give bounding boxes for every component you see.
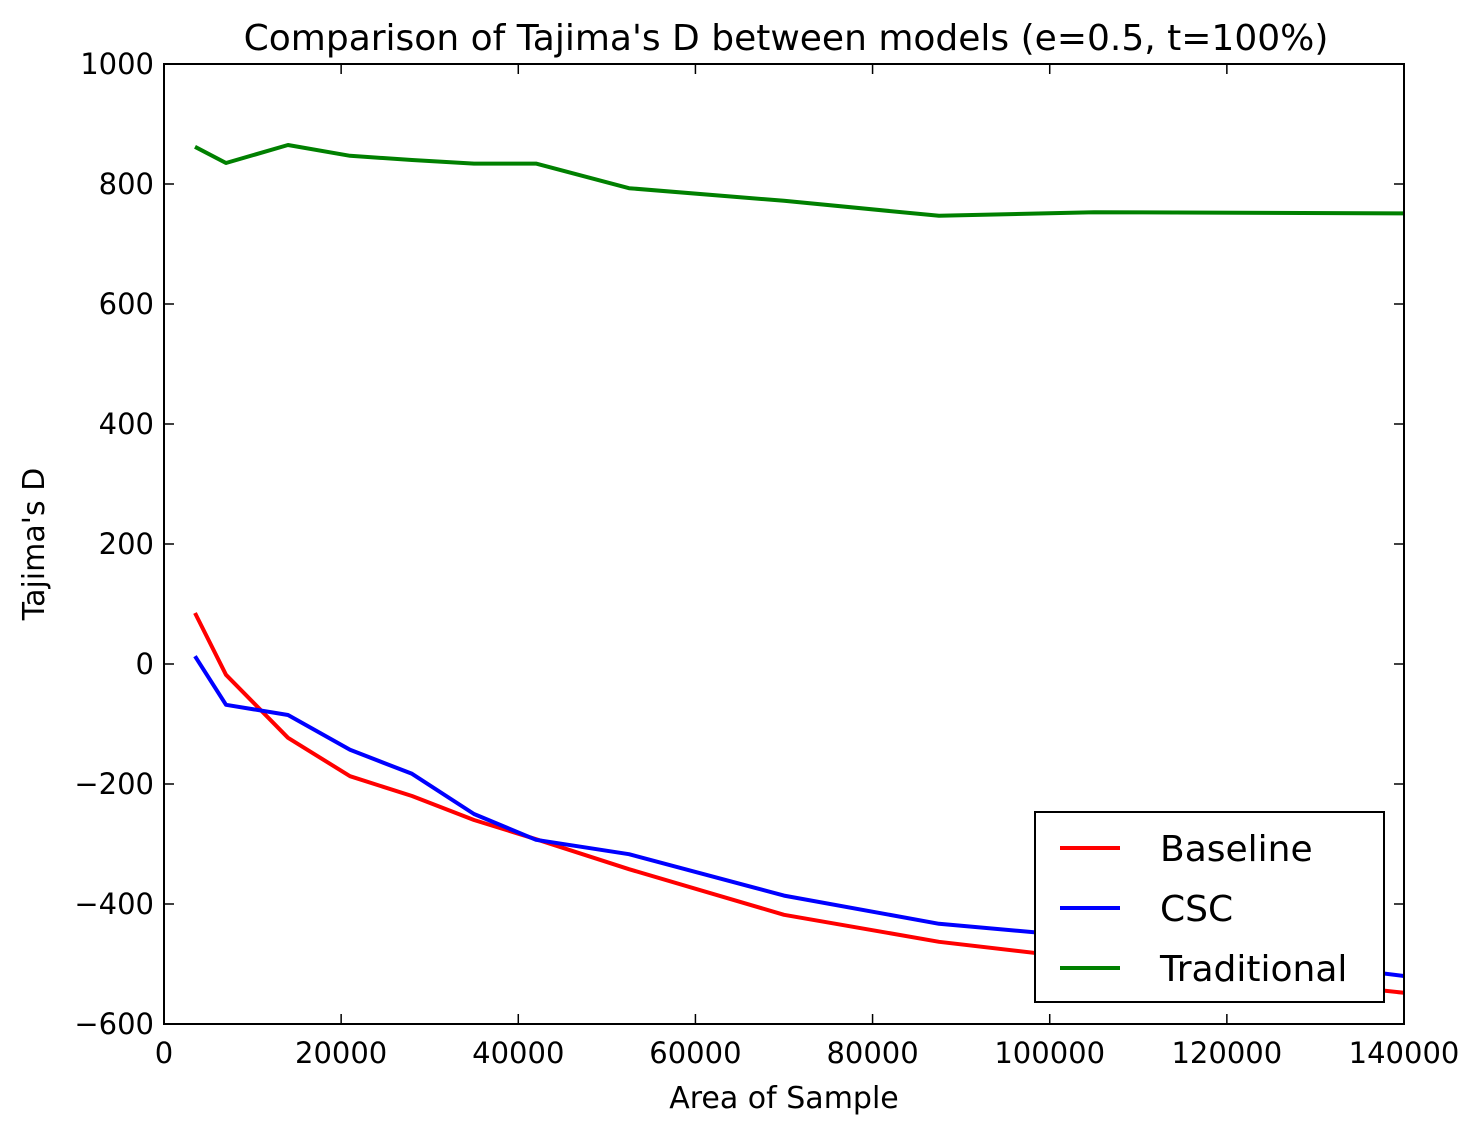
x-tick-label: 0 — [155, 1036, 173, 1070]
x-tick-label: 100000 — [994, 1036, 1105, 1070]
y-tick-label: 600 — [99, 287, 154, 321]
plot-frame — [163, 63, 1405, 1025]
y-tick-label: 400 — [99, 407, 154, 441]
legend-entries: Baseline CSC Traditional — [1060, 829, 1347, 990]
legend-label-baseline: Baseline — [1160, 829, 1313, 870]
y-tick-label: 0 — [136, 647, 154, 681]
x-tick-label: 40000 — [472, 1036, 564, 1070]
y-tick-label: −400 — [74, 887, 154, 921]
legend: Baseline CSC Traditional — [1034, 811, 1385, 1003]
chart-title: Comparison of Tajima's D between models … — [244, 18, 1329, 59]
x-tick-label: 60000 — [649, 1036, 741, 1070]
series-line-traditional — [194, 143, 1404, 218]
series-line-baseline — [193, 612, 1404, 995]
x-tick-label: 20000 — [295, 1036, 387, 1070]
series-layer — [193, 143, 1404, 995]
y-axis-label: Tajima's D — [17, 468, 52, 622]
x-axis-label: Area of Sample — [669, 1081, 899, 1116]
y-tick-label: −200 — [74, 767, 154, 801]
y-tick-label: 800 — [99, 167, 154, 201]
x-tick-label: 120000 — [1171, 1036, 1282, 1070]
series-line-csc — [193, 655, 1404, 978]
x-tick-label: 80000 — [826, 1036, 918, 1070]
y-tick-label: 1000 — [80, 47, 154, 81]
ticks-layer: 0 20000 40000 60000 80000 100000 120000 140000 −… — [74, 47, 1459, 1070]
legend-label-csc: CSC — [1160, 889, 1233, 930]
y-tick-label: −600 — [74, 1007, 154, 1041]
legend-label-traditional: Traditional — [1159, 949, 1347, 990]
y-tick-label: 200 — [99, 527, 154, 561]
x-tick-label: 140000 — [1349, 1036, 1460, 1070]
